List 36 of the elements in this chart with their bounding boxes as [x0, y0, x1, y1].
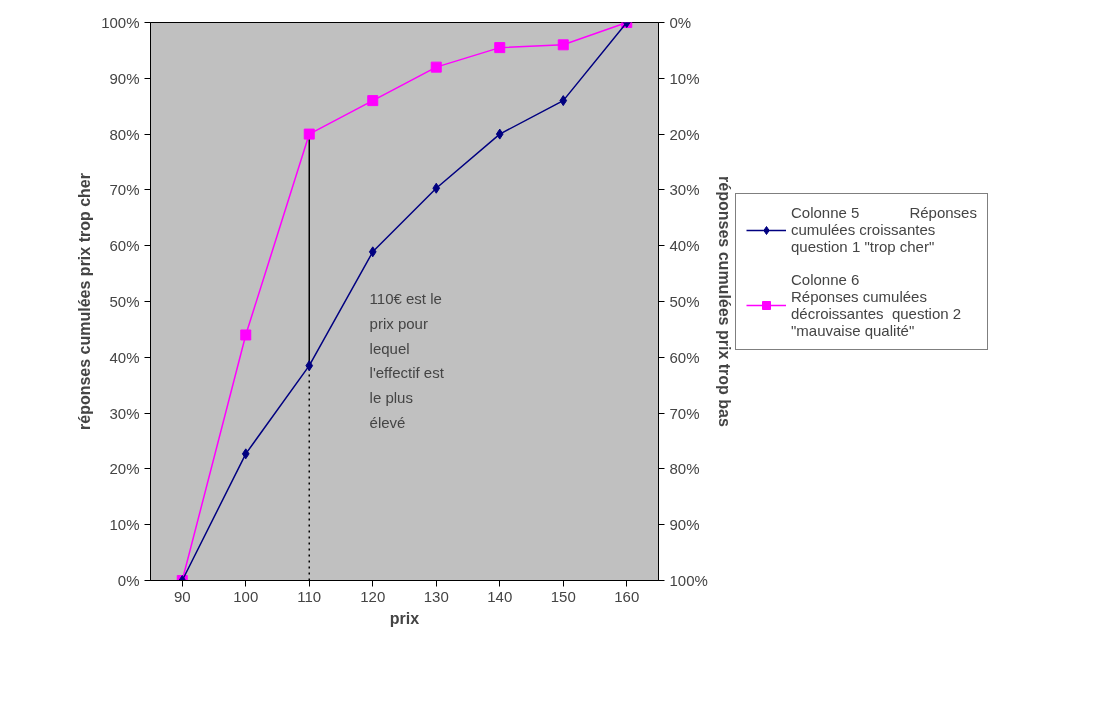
x-tick-label: 100 — [233, 587, 259, 605]
x-tick-label: 160 — [614, 587, 640, 605]
y-tick-label: 100% — [101, 14, 140, 31]
legend-label: Colonne 6 Réponses cumulées décroissantes question 2 "mauvaise qualité" — [791, 271, 962, 339]
x-tick-label: 140 — [487, 587, 513, 605]
y2-tick-label: 20% — [669, 125, 700, 143]
y2-tick-label: 0% — [669, 14, 692, 31]
y-tick-label: 60% — [109, 237, 140, 255]
x-tick-label: 130 — [423, 587, 449, 605]
legend-label: Colonne 5 Réponses cumulées croissantes question 1 "trop cher" — [791, 204, 977, 255]
y-tick-label: 40% — [109, 348, 140, 366]
y-tick-label: 70% — [109, 181, 140, 199]
y-tick-label: 10% — [109, 516, 140, 534]
y-tick-label: 90% — [109, 69, 140, 87]
y2-tick-label: 30% — [669, 181, 700, 199]
y2-tick-label: 50% — [669, 293, 700, 310]
annotation: 110€ est le prix pour lequel l'effectif est le plus élevé — [369, 290, 445, 431]
y-tick-label: 20% — [109, 460, 140, 478]
y2-tick-label: 60% — [669, 348, 700, 366]
y-axis-title: réponses cumulées prix trop cher — [76, 173, 94, 430]
y2-tick-label: 90% — [669, 516, 700, 534]
y2-tick-label: 100% — [669, 572, 708, 589]
x-tick-label: 90 — [173, 587, 191, 605]
x-axis-title: prix — [389, 609, 420, 627]
x-tick-label: 120 — [360, 587, 386, 605]
y2-tick-label: 70% — [669, 404, 700, 422]
y-tick-label: 0% — [117, 572, 140, 589]
y-tick-label: 50% — [109, 293, 140, 310]
x-tick-label: 150 — [550, 587, 576, 605]
y2-tick-label: 80% — [669, 460, 700, 478]
y2-tick-label: 10% — [669, 69, 700, 87]
y-tick-label: 80% — [109, 125, 140, 143]
x-tick-label: 110 — [297, 587, 322, 605]
y-tick-label: 30% — [109, 404, 140, 422]
y2-axis-title: réponses cumulées prix trop bas — [715, 176, 733, 427]
y2-tick-label: 40% — [669, 237, 700, 255]
